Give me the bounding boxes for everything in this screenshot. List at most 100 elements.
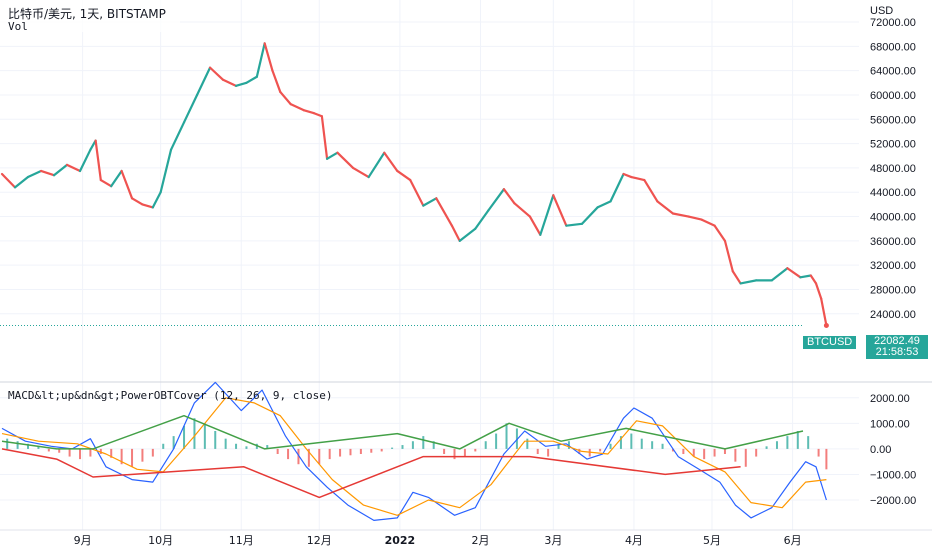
- price-segment-down: [723, 239, 734, 273]
- price-tick-label: 44000.00: [870, 187, 916, 199]
- histogram-bar: [339, 448, 342, 457]
- price-segment-up: [565, 222, 584, 227]
- macd-series-trend-green: [1, 414, 804, 450]
- histogram-bar: [713, 448, 716, 457]
- price-segment-down: [814, 282, 823, 300]
- price-segment-down: [528, 215, 542, 236]
- histogram-bar: [224, 438, 227, 449]
- time-tick-label: 9月: [74, 534, 92, 547]
- price-segment-up: [474, 209, 490, 230]
- histogram-bar: [422, 436, 425, 449]
- histogram-bar: [16, 441, 19, 449]
- histogram-bar: [203, 423, 206, 449]
- price-segment-up: [458, 227, 477, 242]
- histogram-bar: [682, 448, 685, 454]
- histogram-bar: [775, 441, 778, 449]
- histogram-bar: [432, 441, 435, 449]
- price-segment-down: [221, 78, 238, 87]
- histogram-bar: [359, 448, 362, 454]
- histogram-bar: [505, 423, 508, 449]
- histogram-bar: [58, 448, 61, 453]
- price-segment-down: [141, 203, 154, 209]
- price-segment-down: [396, 169, 412, 182]
- countdown-timer: 21:58:53: [875, 346, 919, 358]
- histogram-bar: [131, 448, 134, 467]
- price-segment-up: [609, 172, 625, 203]
- last-price-point: [823, 322, 829, 328]
- price-segment-up: [26, 169, 43, 179]
- volume-legend[interactable]: Vol: [8, 20, 28, 33]
- price-segment-up: [596, 200, 612, 209]
- price-segment-down: [435, 197, 454, 227]
- histogram-bar: [692, 448, 695, 457]
- price-segment-up: [580, 206, 599, 225]
- histogram-bar: [703, 448, 706, 460]
- time-tick-label: 5月: [703, 534, 721, 547]
- price-tick-label: 64000.00: [870, 66, 916, 78]
- price-segment-down: [302, 109, 316, 115]
- histogram-bar: [79, 448, 82, 460]
- price-tick-label: 72000.00: [870, 17, 916, 29]
- symbol-legend[interactable]: 比特币/美元, 1天, BITSTAMP: [8, 7, 166, 21]
- histogram-bar: [463, 448, 466, 457]
- price-tick-label: 60000.00: [870, 90, 916, 102]
- price-segment-up: [245, 75, 258, 84]
- price-segment-down: [351, 166, 370, 179]
- histogram-bar: [443, 448, 446, 454]
- price-segment-up: [182, 93, 199, 124]
- price-segment-down: [820, 297, 828, 327]
- histogram-bar: [671, 448, 674, 452]
- histogram-bar: [807, 436, 810, 449]
- histogram-bar: [266, 445, 269, 449]
- price-tick-label: 68000.00: [870, 41, 916, 53]
- macd-pane: [1, 381, 828, 521]
- time-tick-label: 12月: [307, 534, 332, 547]
- histogram-bar: [651, 441, 654, 449]
- price-segment-down: [312, 112, 323, 118]
- macd-series-signal: [1, 397, 827, 516]
- time-tick-label: 11月: [229, 534, 254, 547]
- histogram-bar: [484, 441, 487, 449]
- histogram-bar: [723, 448, 726, 454]
- price-segment-down: [383, 151, 399, 173]
- price-segment-up: [110, 169, 123, 188]
- last-price-box: 22082.49 21:58:53: [866, 335, 928, 359]
- histogram-bar: [318, 448, 321, 465]
- histogram-bar: [391, 447, 394, 449]
- histogram-bar: [307, 448, 310, 467]
- time-tick-label: 2月: [472, 534, 490, 547]
- price-tick-label: 28000.00: [870, 284, 916, 296]
- price-segment-up: [234, 81, 248, 87]
- histogram-bar: [619, 436, 622, 449]
- time-tick-label: 4月: [625, 534, 643, 547]
- price-tick-label: 24000.00: [870, 309, 916, 321]
- time-tick-label: 10月: [148, 534, 173, 547]
- macd-series-macd: [1, 381, 827, 521]
- histogram-bar: [536, 448, 539, 454]
- histogram-bar: [214, 431, 217, 449]
- currency-label: USD: [870, 5, 894, 17]
- histogram-bar: [287, 448, 290, 460]
- histogram-bar: [141, 448, 144, 462]
- price-segment-down: [700, 218, 716, 227]
- price-segment-up: [78, 148, 92, 173]
- price-segment-down: [99, 178, 113, 188]
- price-segment-up: [52, 163, 69, 177]
- histogram-bar: [110, 448, 113, 458]
- histogram-bar: [401, 445, 404, 449]
- time-tick-label: 2022: [385, 534, 416, 547]
- histogram-bar: [744, 448, 747, 467]
- histogram-bar: [411, 441, 414, 449]
- histogram-bar: [297, 448, 300, 465]
- histogram-bar: [99, 448, 102, 454]
- price-segment-down: [630, 175, 646, 182]
- price-segment-down: [409, 178, 425, 207]
- histogram-bar: [526, 438, 529, 449]
- histogram-bar: [68, 448, 71, 457]
- macd-legend[interactable]: MACD&lt;up&dn&gt;PowerOBTCover (12, 26, …: [8, 389, 333, 402]
- price-segment-down: [809, 274, 818, 285]
- price-segment-down: [39, 169, 56, 177]
- price-tick-label: 32000.00: [870, 260, 916, 272]
- price-segment-up: [739, 279, 758, 285]
